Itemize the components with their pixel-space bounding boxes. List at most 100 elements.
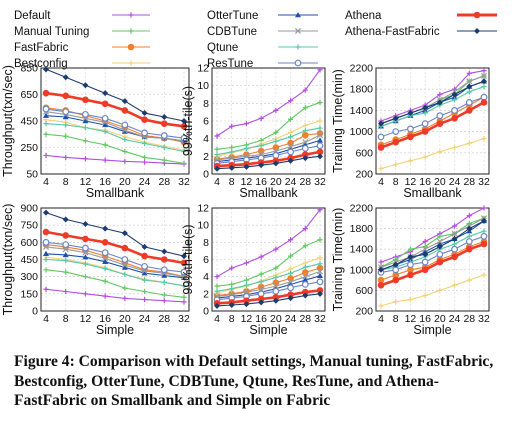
data-point <box>273 246 279 252</box>
data-point <box>378 266 384 273</box>
data-point <box>180 134 188 142</box>
data-point <box>422 104 429 111</box>
data-point <box>82 291 89 297</box>
series <box>378 68 487 124</box>
data-point <box>82 125 89 131</box>
data-point <box>102 142 108 148</box>
data-point <box>141 296 148 303</box>
data-point <box>101 100 109 108</box>
data-point <box>122 285 128 291</box>
series <box>43 286 187 305</box>
data-point <box>302 155 309 162</box>
data-point <box>302 105 308 111</box>
series <box>377 240 488 289</box>
x-tick-label: 24 <box>139 313 151 325</box>
data-point <box>466 225 473 232</box>
data-point <box>273 107 279 113</box>
data-point <box>451 235 458 242</box>
data-point <box>422 238 428 245</box>
data-point <box>421 120 429 128</box>
x-tick-label: 24 <box>285 313 297 325</box>
data-point <box>466 233 472 239</box>
series-line <box>45 230 185 265</box>
y-tick-label: 6 <box>203 254 209 266</box>
data-point <box>421 266 429 274</box>
data-point <box>316 278 324 286</box>
data-point <box>287 284 294 292</box>
data-point <box>43 152 49 159</box>
data-point <box>317 255 323 261</box>
x-tick-label: 8 <box>229 176 235 188</box>
data-point <box>181 148 187 155</box>
data-point <box>82 235 89 243</box>
data-point <box>63 133 69 139</box>
series-line <box>45 91 185 128</box>
data-point <box>451 241 458 247</box>
y-axis-label: Training Time(min) <box>331 69 345 173</box>
data-point <box>258 271 264 277</box>
x-tick-label: 8 <box>393 313 399 325</box>
legend-marker <box>473 11 481 19</box>
data-point <box>229 265 235 271</box>
plot-frame <box>40 207 190 312</box>
data-point <box>43 209 49 216</box>
x-tick-label: 28 <box>158 313 170 325</box>
data-point <box>121 98 128 105</box>
data-point <box>82 254 89 260</box>
data-point <box>82 221 89 228</box>
y-axis-label: 99%th-tile(s) <box>181 224 195 294</box>
data-point <box>121 244 129 252</box>
data-point <box>42 238 50 246</box>
x-tick-label: 4 <box>43 176 49 188</box>
data-point <box>243 145 250 151</box>
data-point <box>301 280 309 288</box>
data-point <box>272 283 279 290</box>
data-point <box>480 99 488 106</box>
series-line <box>380 70 485 122</box>
data-point <box>63 154 69 161</box>
series-line <box>45 258 185 287</box>
data-point <box>287 270 294 276</box>
x-tick-label: 12 <box>405 176 417 188</box>
data-point <box>82 274 89 280</box>
data-point <box>451 245 458 253</box>
series <box>214 290 323 309</box>
x-tick-label: 32 <box>314 313 326 325</box>
y-tick-label: 8 <box>203 237 209 249</box>
data-point <box>122 148 128 155</box>
data-point <box>451 86 458 92</box>
data-point <box>316 132 324 139</box>
data-point <box>272 297 279 304</box>
data-point <box>287 278 294 285</box>
data-point <box>407 158 414 164</box>
chart-panel: 0 150 300 450 600 750 900 4 8 12 16 20 24 28 32 Simple T… <box>1 203 190 338</box>
data-point <box>451 97 458 103</box>
data-point <box>407 297 414 303</box>
data-point <box>436 112 444 120</box>
data-point <box>122 271 128 277</box>
plot-frame <box>211 207 326 312</box>
data-point <box>42 89 50 97</box>
y-tick-label: 2 <box>203 151 209 163</box>
plot-frame <box>375 207 490 312</box>
y-tick-label: 6 <box>203 116 209 128</box>
data-point <box>317 237 323 243</box>
x-tick-label: 12 <box>80 176 92 188</box>
data-point <box>451 282 458 288</box>
data-point <box>214 288 220 294</box>
data-point <box>62 74 69 81</box>
series-line <box>45 246 185 278</box>
data-point <box>481 83 487 90</box>
series <box>42 89 188 130</box>
data-point <box>141 140 148 147</box>
data-point <box>161 279 167 285</box>
data-point <box>62 216 69 223</box>
data-point <box>214 283 220 289</box>
data-point <box>272 287 280 295</box>
data-point <box>82 244 89 252</box>
x-tick-label: 32 <box>478 313 490 325</box>
data-point <box>302 122 308 129</box>
data-point <box>102 157 108 163</box>
data-point <box>377 133 385 141</box>
